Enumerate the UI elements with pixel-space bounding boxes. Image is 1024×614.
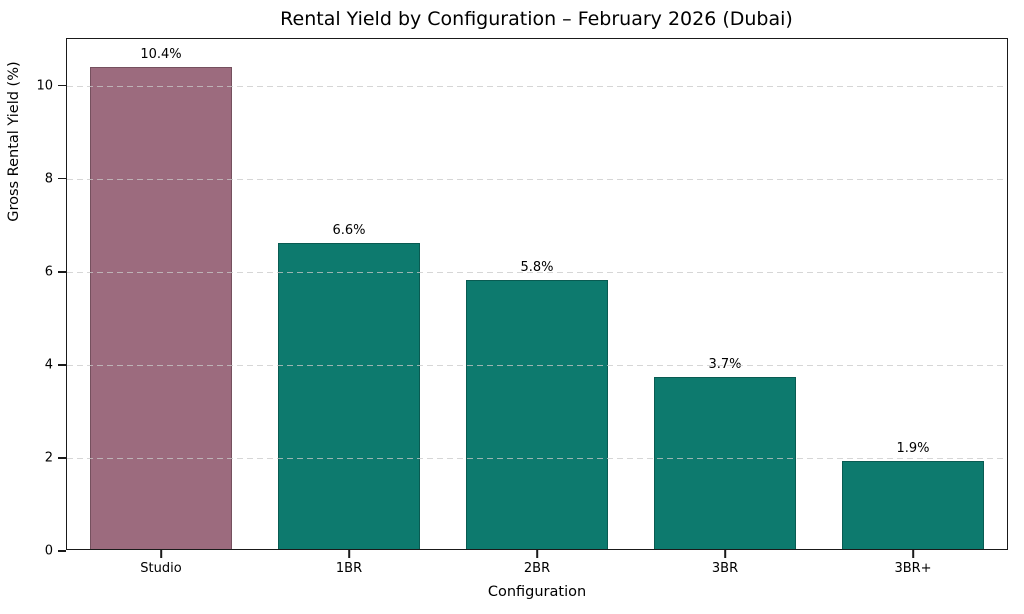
bar-slot-3brplus: 1.9% [819,39,1007,549]
bar-slot-studio: 10.4% [67,39,255,549]
x-axis-label: Configuration [487,584,587,600]
y-tick-label-8: 8 [44,171,53,187]
x-tick-label-1br: 1BR [335,561,363,576]
y-tick-label-2: 2 [44,450,53,466]
chart-title: Rental Yield by Configuration – February… [280,8,793,30]
bar-value-label: 1.9% [896,440,930,456]
bar-studio [89,66,233,549]
y-tick-label-6: 6 [44,264,53,280]
x-tick-mark [536,550,538,558]
bar-slot-1br: 6.6% [255,39,443,549]
x-tick-label-3br: 3BR [711,561,739,576]
bar-slot-2br: 5.8% [443,39,631,549]
bar-3br [653,377,797,549]
x-tick-label-studio: Studio [140,561,182,576]
bar-value-label: 6.6% [332,223,366,238]
bar-3brplus [841,460,985,549]
y-axis-label: Gross Rental Yield (%) [6,61,22,222]
x-tick-mark [912,550,914,558]
y-tick-label-0: 0 [44,543,53,559]
bar-value-label: 5.8% [520,260,554,276]
y-tick-mark [58,364,66,366]
y-tick-mark [58,550,66,552]
plot-area: 10.4% 6.6% 5.8% 3.7% 1.9% 0 2 4 6 8 10 Studio 1BR 2… [36,38,1008,576]
bar-value-label: 3.7% [708,357,742,373]
x-tick-label-3brplus: 3BR+ [894,561,932,576]
y-tick-label-4: 4 [44,357,53,373]
x-tick-mark [724,550,726,558]
y-tick-mark [58,84,66,87]
bar-1br [277,243,421,549]
y-tick-mark [58,177,66,180]
y-tick-mark [58,457,66,459]
y-tick-mark [58,270,66,273]
bars-container: 10.4% 6.6% 5.8% 3.7% 1.9% [67,39,1007,549]
bar-slot-3br: 3.7% [631,39,819,549]
y-tick-label-10: 10 [36,78,53,94]
x-tick-mark [160,550,162,558]
x-tick-mark [348,550,350,558]
bar-value-label: 10.4% [140,46,182,62]
bar-2br [465,280,609,549]
x-tick-label-2br: 2BR [523,561,551,576]
